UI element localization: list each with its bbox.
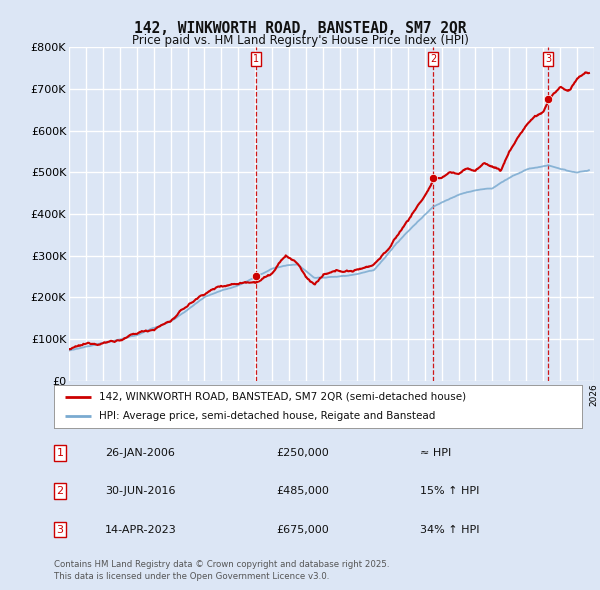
Text: ≈ HPI: ≈ HPI [420,448,451,458]
Text: 15% ↑ HPI: 15% ↑ HPI [420,486,479,496]
Text: HPI: Average price, semi-detached house, Reigate and Banstead: HPI: Average price, semi-detached house,… [99,411,435,421]
Text: 1: 1 [253,54,260,64]
Text: 30-JUN-2016: 30-JUN-2016 [105,486,176,496]
Text: 142, WINKWORTH ROAD, BANSTEAD, SM7 2QR: 142, WINKWORTH ROAD, BANSTEAD, SM7 2QR [134,21,466,35]
Text: £675,000: £675,000 [276,525,329,535]
Text: 34% ↑ HPI: 34% ↑ HPI [420,525,479,535]
Text: £250,000: £250,000 [276,448,329,458]
Text: 1: 1 [56,448,64,458]
Text: 14-APR-2023: 14-APR-2023 [105,525,177,535]
Text: Contains HM Land Registry data © Crown copyright and database right 2025.
This d: Contains HM Land Registry data © Crown c… [54,560,389,581]
Text: 3: 3 [56,525,64,535]
Text: £485,000: £485,000 [276,486,329,496]
Text: 142, WINKWORTH ROAD, BANSTEAD, SM7 2QR (semi-detached house): 142, WINKWORTH ROAD, BANSTEAD, SM7 2QR (… [99,392,466,402]
Text: 3: 3 [545,54,551,64]
Text: Price paid vs. HM Land Registry's House Price Index (HPI): Price paid vs. HM Land Registry's House … [131,34,469,47]
Text: 2: 2 [56,486,64,496]
Text: 2: 2 [430,54,436,64]
Text: 26-JAN-2006: 26-JAN-2006 [105,448,175,458]
